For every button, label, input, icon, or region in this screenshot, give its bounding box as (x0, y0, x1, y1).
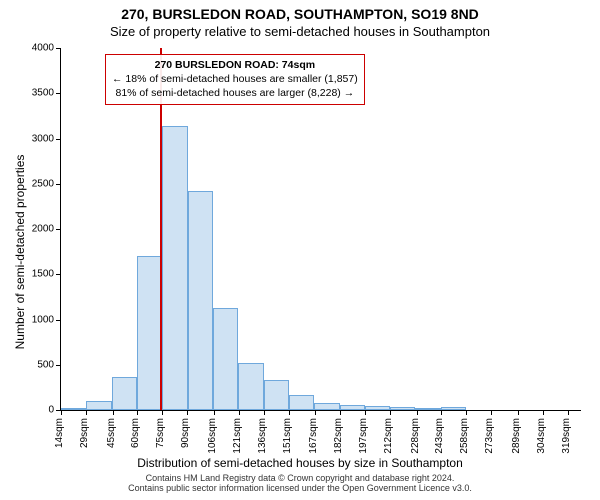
y-tick-label: 3000 (14, 133, 54, 144)
histogram-bar (415, 408, 440, 410)
histogram-bar (137, 256, 162, 410)
x-tick-mark (214, 410, 215, 415)
chart-title: 270, BURSLEDON ROAD, SOUTHAMPTON, SO19 8… (0, 6, 600, 22)
y-tick-label: 2500 (14, 178, 54, 189)
y-axis-label: Number of semi-detached properties (13, 102, 27, 402)
x-axis-label: Distribution of semi-detached houses by … (0, 456, 600, 470)
histogram-bar (61, 408, 86, 410)
y-tick-mark (56, 93, 61, 94)
histogram-bar (264, 380, 289, 410)
histogram-bar (441, 407, 466, 410)
y-tick-label: 1000 (14, 314, 54, 325)
histogram-bar (112, 377, 137, 410)
histogram-bar (188, 191, 213, 410)
x-tick-mark (441, 410, 442, 415)
plot-area: 05001000150020002500300035004000 14sqm29… (60, 48, 581, 411)
x-tick-mark (61, 410, 62, 415)
histogram-bar (314, 403, 339, 410)
y-tick-mark (56, 229, 61, 230)
x-tick-mark (568, 410, 569, 415)
x-tick-mark (340, 410, 341, 415)
x-tick-mark (466, 410, 467, 415)
x-tick-mark (365, 410, 366, 415)
x-tick-mark (289, 410, 290, 415)
x-tick-mark (113, 410, 114, 415)
y-tick-label: 2000 (14, 224, 54, 235)
histogram-bar (289, 395, 314, 410)
histogram-bar (238, 363, 263, 410)
x-tick-mark (518, 410, 519, 415)
annotation-title: 270 BURSLEDON ROAD: 74sqm (112, 58, 358, 72)
x-tick-mark (491, 410, 492, 415)
x-tick-mark (390, 410, 391, 415)
y-tick-mark (56, 48, 61, 49)
histogram-bar (86, 401, 111, 410)
x-tick-mark (137, 410, 138, 415)
x-tick-mark (162, 410, 163, 415)
y-tick-label: 4000 (14, 43, 54, 54)
y-tick-label: 0 (14, 405, 54, 416)
x-tick-mark (543, 410, 544, 415)
x-tick-mark (86, 410, 87, 415)
y-tick-mark (56, 365, 61, 366)
x-tick-mark (417, 410, 418, 415)
footer-attribution: Contains HM Land Registry data © Crown c… (0, 474, 600, 494)
y-tick-label: 1500 (14, 269, 54, 280)
y-tick-label: 3500 (14, 88, 54, 99)
annotation-line-smaller: ← 18% of semi-detached houses are smalle… (112, 72, 358, 86)
x-tick-mark (264, 410, 265, 415)
histogram-bar (365, 406, 390, 410)
x-tick-mark (187, 410, 188, 415)
y-tick-mark (56, 274, 61, 275)
annotation-line-larger: 81% of semi-detached houses are larger (… (112, 86, 358, 100)
histogram-bar (162, 126, 187, 410)
x-tick-mark (315, 410, 316, 415)
y-tick-mark (56, 184, 61, 185)
chart-subtitle: Size of property relative to semi-detach… (0, 24, 600, 39)
x-tick-mark (239, 410, 240, 415)
histogram-bar (340, 405, 365, 410)
y-tick-label: 500 (14, 359, 54, 370)
y-tick-mark (56, 320, 61, 321)
footer-line-2: Contains public sector information licen… (128, 483, 472, 493)
histogram-bar (390, 407, 415, 410)
footer-line-1: Contains HM Land Registry data © Crown c… (146, 473, 455, 483)
histogram-bar (213, 308, 238, 410)
annotation-box: 270 BURSLEDON ROAD: 74sqm ← 18% of semi-… (105, 54, 365, 105)
y-tick-mark (56, 139, 61, 140)
